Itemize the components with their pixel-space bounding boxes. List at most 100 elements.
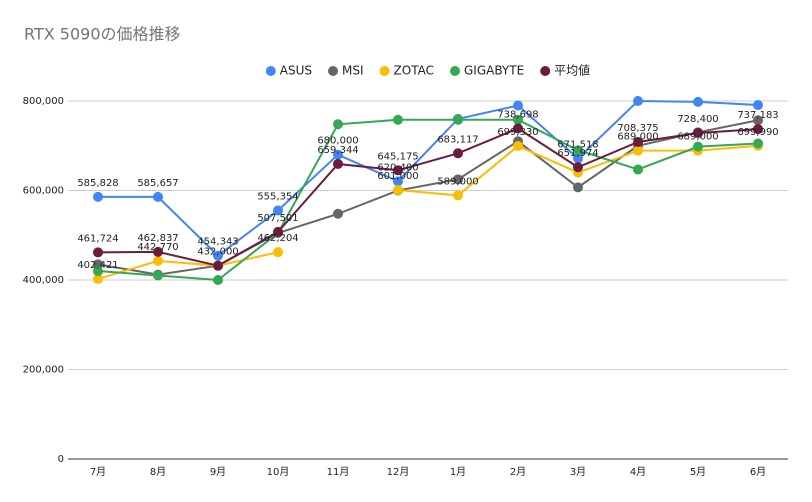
series-line [97,127,759,267]
data-label: 507,501 [257,213,298,224]
data-label: 659,344 [317,145,358,156]
data-point [213,250,223,261]
x-tick-label: 9月 [210,466,226,478]
data-point [513,100,523,111]
data-label: 689,000 [617,132,658,143]
x-tick-label: 4月 [630,466,646,478]
data-label: 651,974 [557,148,598,159]
data-label: 738,698 [497,109,538,120]
data-point [573,145,583,156]
data-label: 461,724 [77,233,118,244]
series-line [97,99,759,257]
data-point [93,266,103,277]
data-label: 708,375 [617,123,658,134]
data-point [513,114,523,125]
x-tick-label: 11月 [327,466,350,478]
data-point [213,260,223,271]
data-label: 585,657 [137,178,178,189]
data-point [453,174,463,185]
data-label: 462,837 [137,233,178,244]
data-point [573,182,583,193]
y-tick-label: 400,000 [23,275,64,286]
data-point [753,100,763,111]
x-tick-label: 6月 [750,466,766,478]
series-line [97,118,759,282]
legend-label: MSI [342,64,364,78]
data-point [333,208,343,219]
data-label: 402,421 [77,260,118,271]
data-point [633,137,643,148]
series-line [97,119,759,276]
data-point [153,246,163,257]
data-point [693,96,703,107]
legend-marker [265,66,276,76]
data-label: 585,828 [77,178,118,189]
data-point [273,226,283,237]
data-label: 699,330 [497,127,538,138]
x-tick-label: 5月 [690,466,706,478]
data-point [633,145,643,156]
data-label: 689,000 [677,132,718,143]
legend-marker [379,66,390,76]
legend: ASUS MSI ZOTAC GIGABYTE 平均値 [265,63,590,78]
data-point [213,275,223,285]
x-tick-label: 8月 [150,466,166,478]
data-point [333,119,343,130]
data-point [693,128,703,139]
data-point [753,115,763,126]
data-point [393,114,403,125]
data-label: 728,400 [677,114,718,125]
x-tick-label: 1月 [450,466,466,478]
legend-marker [328,66,339,76]
y-tick-label: 600,000 [23,186,64,197]
data-point [393,185,403,196]
data-point [393,176,403,187]
data-point [573,153,583,164]
data-point [513,123,523,134]
data-point [333,158,343,169]
series-line [97,144,759,280]
data-point [693,141,703,152]
chart-title: RTX 5090の価格推移 [24,25,181,44]
data-point [573,162,583,173]
legend-label: ZOTAC [394,64,434,78]
data-label: 432,000 [197,247,238,258]
data-label: 454,343 [197,237,238,248]
data-point [453,114,463,125]
legend-label: 平均値 [554,63,590,78]
data-label: 442,770 [137,242,178,253]
data-label: 555,354 [257,191,298,202]
x-tick-label: 12月 [387,466,410,478]
data-point [153,191,163,202]
x-tick-label: 3月 [570,466,586,478]
x-tick-label: 10月 [267,466,290,478]
data-point [393,165,403,176]
y-tick-label: 800,000 [23,96,64,107]
data-point [513,141,523,152]
data-label: 620,400 [377,162,418,173]
legend-marker [540,66,551,76]
y-tick-label: 200,000 [23,365,64,376]
data-point [93,191,103,202]
data-label: 589,000 [437,176,478,187]
y-tick-label: 0 [58,454,64,465]
legend-label: GIGABYTE [464,64,524,78]
data-label: 671,518 [557,139,598,150]
x-tick-label: 7月 [90,466,106,478]
data-label: 462,204 [257,233,298,244]
data-point [453,148,463,159]
data-point [633,96,643,106]
data-point [93,247,103,258]
data-point [633,164,643,175]
data-point [453,190,463,201]
data-point [333,149,343,160]
x-tick-label: 2月 [510,466,526,478]
data-label: 683,117 [437,134,478,145]
legend-marker [450,66,461,76]
data-point [273,247,283,258]
legend-label: ASUS [280,64,312,78]
data-point [93,273,103,284]
data-point [153,255,163,266]
